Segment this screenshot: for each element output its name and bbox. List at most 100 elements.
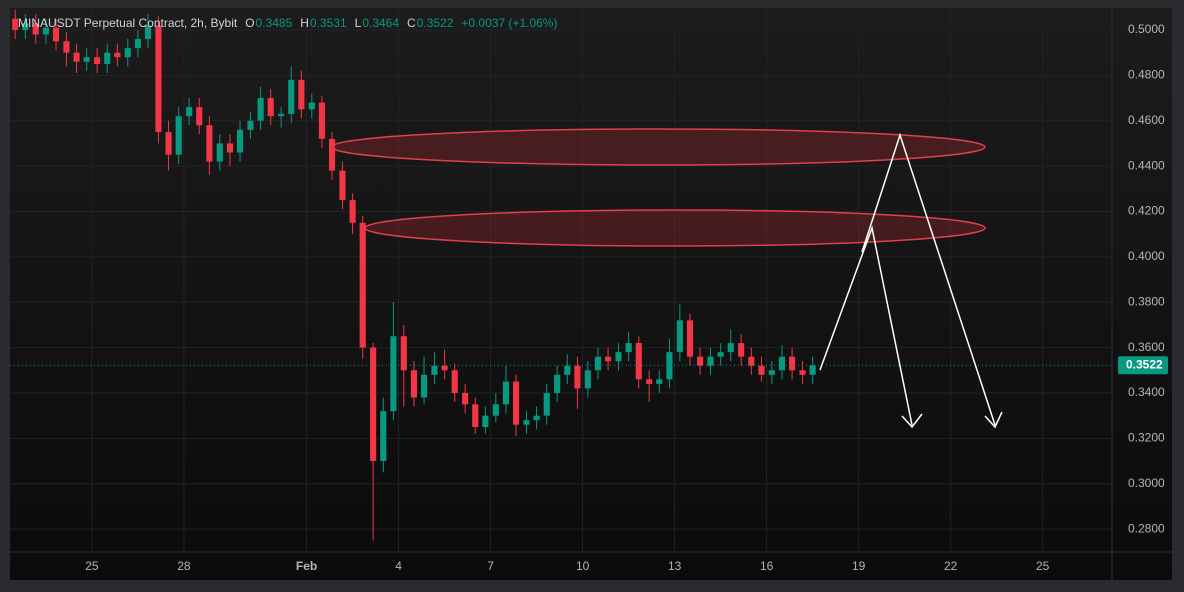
x-tick-label: 10	[576, 559, 590, 573]
price-change: +0.0037 (+1.06%)	[461, 16, 557, 30]
candle-body	[12, 18, 19, 30]
candle-body	[789, 356, 796, 371]
candle-body	[318, 102, 325, 139]
arrow-head	[984, 411, 1003, 429]
ohlc-label: C	[407, 16, 416, 30]
candle-body	[216, 143, 223, 162]
ohlc-value: 0.3464	[362, 16, 399, 30]
candle-body	[206, 125, 213, 162]
candle-body	[73, 52, 80, 62]
candle-body	[420, 374, 428, 398]
last-price-label: 0.3522	[1126, 357, 1163, 371]
candle-body	[564, 365, 571, 375]
candle-body	[778, 356, 786, 371]
candle-body	[574, 365, 581, 389]
candle-body	[298, 79, 305, 110]
ohlc-value: 0.3531	[310, 16, 347, 30]
candle-body	[543, 392, 550, 416]
resistance-zone	[364, 209, 986, 247]
candle-body	[727, 343, 734, 353]
candle-body	[114, 52, 121, 58]
candle-body	[441, 365, 448, 371]
y-tick-label: 0.3400	[1128, 385, 1165, 399]
candle-body	[186, 107, 193, 117]
candle-body	[134, 39, 141, 49]
candle-body	[584, 370, 591, 389]
candle-body	[646, 379, 653, 384]
candle-body	[513, 381, 520, 425]
candle-body	[738, 343, 745, 357]
candle-body	[104, 52, 111, 64]
x-tick-label: 25	[85, 559, 99, 573]
candle-body	[83, 57, 90, 62]
candle-body	[328, 138, 336, 171]
ohlc-label: H	[300, 16, 309, 30]
candle-body	[288, 79, 295, 114]
y-tick-label: 0.4800	[1128, 68, 1165, 82]
last-price-badge	[1118, 356, 1168, 375]
candle-body	[236, 129, 244, 153]
ohlc-label: O	[245, 16, 254, 30]
candle-body	[359, 222, 366, 348]
candle-body	[502, 381, 510, 405]
y-tick-label: 0.3600	[1128, 340, 1165, 354]
y-tick-label: 0.4200	[1128, 204, 1165, 218]
x-tick-label: 25	[1036, 559, 1050, 573]
candle-body	[52, 27, 60, 42]
candle-body	[615, 352, 622, 362]
plot-background	[10, 8, 1172, 580]
candle-body	[635, 343, 642, 380]
candle-body	[666, 352, 673, 380]
resistance-zone	[330, 128, 986, 166]
candle-body	[380, 411, 387, 462]
candle-body	[308, 102, 315, 110]
candle-body	[758, 365, 765, 375]
candle-body	[349, 200, 356, 223]
candle-body	[594, 356, 602, 371]
candle-body	[22, 23, 29, 30]
candle-body	[482, 415, 489, 427]
candle-body	[257, 98, 264, 121]
candle-body	[196, 107, 203, 126]
candle-body	[400, 336, 407, 371]
y-tick-label: 0.5000	[1128, 22, 1165, 36]
x-tick-label: 4	[395, 559, 402, 573]
y-tick-label: 0.4400	[1128, 158, 1165, 172]
candle-body	[42, 27, 49, 35]
symbol-title: MINAUSDT Perpetual Contract, 2h, Bybit	[18, 16, 238, 30]
x-tick-label: 22	[944, 559, 958, 573]
candle-body	[697, 356, 704, 366]
candle-body	[431, 365, 438, 375]
candle-body	[492, 404, 499, 416]
candle-body	[226, 143, 233, 153]
projection-arrow	[861, 132, 996, 426]
candle-body	[247, 120, 254, 130]
candle-body	[124, 48, 131, 58]
candle-body	[32, 23, 39, 35]
candle-body	[748, 356, 755, 366]
x-tick-label: 19	[852, 559, 866, 573]
candle-body	[717, 352, 724, 357]
projection-arrow	[819, 225, 913, 426]
y-tick-label: 0.4000	[1128, 249, 1165, 263]
candle-body	[63, 41, 70, 53]
candle-body	[523, 420, 530, 425]
candle-body	[472, 404, 479, 427]
candle-body	[339, 170, 346, 201]
candle-body	[462, 392, 469, 405]
candle-body	[625, 343, 632, 353]
candle-body	[605, 356, 612, 362]
candle-body	[809, 365, 816, 375]
x-tick-label: 7	[487, 559, 494, 573]
candle-body	[768, 370, 775, 375]
candle-body	[707, 356, 714, 366]
drawings	[330, 128, 1003, 429]
candle-body	[533, 415, 540, 421]
candle-body	[155, 25, 162, 133]
candle-body	[656, 379, 663, 384]
ohlc-label: L	[355, 16, 362, 30]
arrow-head	[901, 413, 923, 429]
candle-body	[410, 370, 418, 398]
x-tick-label: 13	[668, 559, 682, 573]
candle-body	[144, 25, 152, 40]
